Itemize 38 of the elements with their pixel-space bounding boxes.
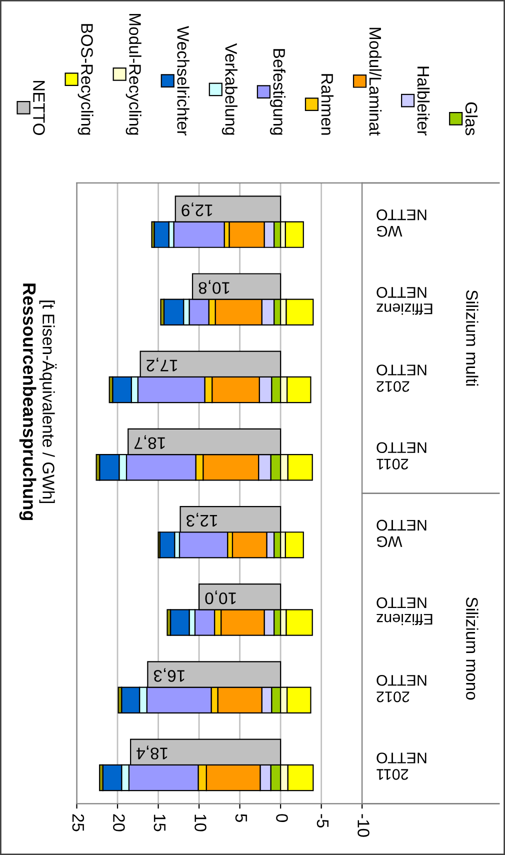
- legend-label: Modul/Laminat: [369, 28, 382, 136]
- x-tick-label: 5: [235, 814, 247, 822]
- y-tick-label: WG NETTO: [376, 520, 426, 548]
- legend-label: Befestigung: [270, 49, 286, 135]
- text: Silizium mono: [466, 597, 478, 700]
- legend-label: Verkabelung: [222, 43, 238, 135]
- text: Ressourcenbeanspruchung: [19, 284, 36, 520]
- x-tick-label: 20: [113, 814, 125, 832]
- data-label: 12,3: [186, 512, 218, 527]
- x-tick-label: 0: [276, 814, 288, 822]
- data-label: 12,9: [182, 202, 212, 216]
- x-tick-label: 25: [72, 814, 84, 832]
- y-tick-label: 2011 NETTO: [376, 442, 426, 470]
- y-tick-label: Effizienz NETTO: [376, 597, 432, 626]
- y-tick-label: Effizienz NETTO: [376, 287, 432, 315]
- text: Silizium multi: [466, 290, 478, 386]
- data-label: 16,3: [154, 668, 184, 682]
- x-tick-label: -5: [316, 814, 328, 828]
- legend-label: Halbleiter: [417, 66, 430, 136]
- text: [t Eisen-Äquivalente / GWh]: [39, 300, 57, 504]
- legend-label: Wechselrichter: [177, 26, 190, 136]
- legend-label: Rahmen: [321, 74, 334, 135]
- data-label: 10,0: [205, 590, 236, 604]
- data-label: 17,2: [146, 358, 178, 372]
- legend-label: Glas: [465, 102, 478, 136]
- x-tick-label: 10: [194, 814, 206, 832]
- x-tick-label: -10: [358, 814, 370, 837]
- legend-label: NETTO: [33, 80, 45, 135]
- legend-label: Modul-Recycling: [126, 14, 142, 135]
- legend-label: BOS-Recycling: [78, 24, 94, 135]
- y-tick-label: 2012 NETTO: [376, 364, 426, 392]
- y-tick-label: 2012 NETTO: [376, 674, 426, 702]
- data-label: 18,4: [136, 746, 168, 760]
- data-label: 10,8: [198, 280, 230, 294]
- data-label: 18,7: [134, 435, 165, 450]
- x-tick-label: 15: [154, 814, 166, 832]
- y-tick-label: 2011 NETTO: [376, 752, 426, 780]
- y-tick-label: WG NETTO: [376, 209, 426, 237]
